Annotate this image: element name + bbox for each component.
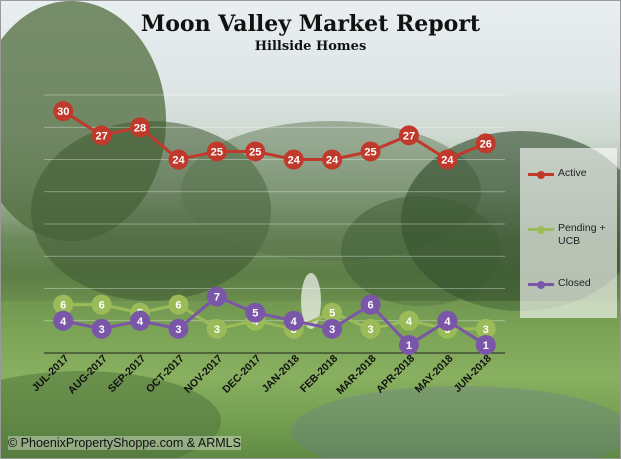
data-label: 3 — [367, 324, 373, 336]
data-point — [398, 125, 419, 146]
chart-subtitle: Hillside Homes — [254, 39, 367, 54]
data-point — [245, 302, 266, 323]
data-point — [398, 334, 419, 355]
data-point — [322, 302, 343, 323]
data-label: 26 — [480, 138, 492, 150]
x-tick-label: OCT-2017 — [144, 353, 187, 396]
data-label: 25 — [364, 146, 376, 158]
data-label: 5 — [329, 308, 335, 320]
data-label: 3 — [214, 324, 220, 336]
x-tick-label: DEC-2017 — [220, 353, 263, 396]
data-point — [475, 318, 496, 339]
data-label: 25 — [211, 146, 223, 158]
data-label: 3 — [175, 324, 181, 336]
data-point — [91, 294, 112, 315]
data-point — [130, 117, 151, 138]
series-line — [62, 109, 487, 161]
data-point — [437, 149, 458, 170]
x-tick-label: MAR-2018 — [334, 353, 378, 397]
data-label: 3 — [329, 324, 335, 336]
chart-title: Moon Valley Market Report — [140, 11, 481, 37]
data-label: 4 — [137, 316, 144, 328]
data-point — [206, 286, 227, 307]
data-label: 3 — [483, 324, 489, 336]
data-point — [437, 310, 458, 331]
data-point — [360, 294, 381, 315]
data-label: 24 — [441, 155, 454, 167]
data-point — [91, 318, 112, 339]
data-label: 27 — [403, 130, 415, 142]
data-label: 4 — [60, 316, 67, 328]
data-point — [360, 141, 381, 162]
legend-label-pending: Pending + UCB — [558, 222, 606, 247]
data-point — [360, 318, 381, 339]
data-point — [475, 133, 496, 154]
data-label: 5 — [252, 308, 258, 320]
data-label: 28 — [134, 122, 146, 134]
data-label: 4 — [406, 316, 413, 328]
x-tick-label: APR-2018 — [374, 353, 417, 396]
data-label: 24 — [326, 155, 339, 167]
data-label: 7 — [214, 292, 220, 304]
data-point — [206, 318, 227, 339]
data-point — [398, 310, 419, 331]
data-label: 27 — [96, 130, 108, 142]
data-point — [168, 318, 189, 339]
data-label: 25 — [249, 146, 261, 158]
data-point — [130, 310, 151, 331]
data-point — [53, 294, 74, 315]
data-label: 3 — [99, 324, 105, 336]
legend-label-closed: Closed — [558, 277, 591, 289]
data-point — [245, 141, 266, 162]
data-label: 1 — [406, 340, 412, 352]
data-label: 6 — [367, 300, 373, 312]
x-tick-label: NOV-2017 — [182, 353, 225, 396]
chart-legend: Active Pending + UCB Closed — [520, 148, 617, 318]
data-point — [322, 149, 343, 170]
data-label: 24 — [172, 155, 185, 167]
data-point — [168, 294, 189, 315]
data-label: 6 — [175, 300, 181, 312]
data-point — [53, 101, 74, 122]
data-label: 4 — [291, 316, 298, 328]
data-label: 4 — [444, 316, 451, 328]
data-label: 30 — [57, 106, 69, 118]
data-point — [322, 318, 343, 339]
data-point — [283, 310, 304, 331]
data-label: 1 — [483, 340, 489, 352]
x-tick-label: SEP-2017 — [106, 353, 148, 395]
data-point — [206, 141, 227, 162]
data-point — [91, 125, 112, 146]
data-point — [283, 149, 304, 170]
data-point — [53, 310, 74, 331]
x-tick-label: JAN-2018 — [259, 353, 301, 395]
legend-label-active: Active — [558, 167, 587, 179]
copyright-text: © PhoenixPropertyShoppe.com & ARMLS — [8, 436, 241, 450]
data-label: 24 — [288, 155, 301, 167]
x-tick-label: MAY-2018 — [413, 353, 456, 396]
data-label: 6 — [60, 300, 66, 312]
x-tick-label: JUN-2018 — [452, 353, 494, 395]
x-tick-label: AUG-2017 — [66, 353, 110, 397]
data-point — [475, 334, 496, 355]
data-label: 6 — [99, 300, 105, 312]
data-point — [168, 149, 189, 170]
